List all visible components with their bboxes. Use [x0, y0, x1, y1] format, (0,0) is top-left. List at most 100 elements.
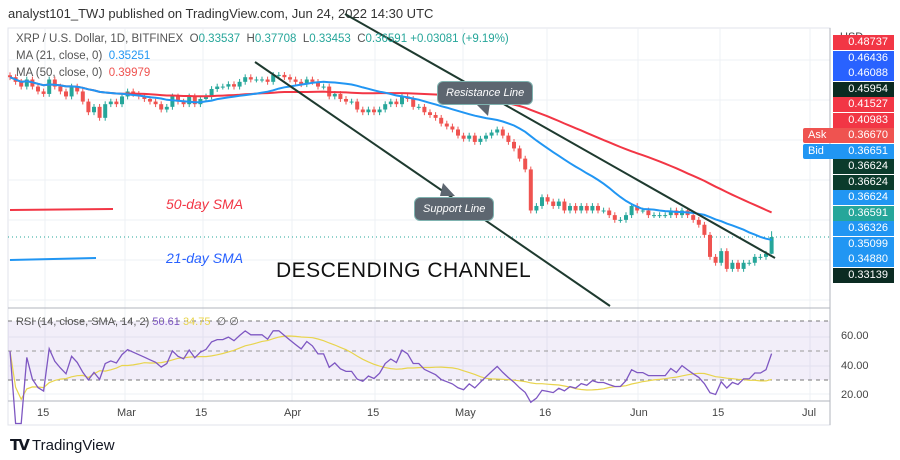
candle-body — [394, 101, 399, 105]
candle-body — [232, 84, 236, 87]
change-value: +0.03081 (+9.19%) — [410, 33, 509, 45]
candle-body — [562, 201, 567, 211]
candle-body — [344, 98, 348, 102]
sma21-annotation: 21-day SMA — [166, 250, 244, 266]
candle-body — [209, 88, 214, 97]
candle-body — [114, 101, 119, 105]
rsi-tick: 60.00 — [841, 330, 869, 342]
price-label: 0.36651 — [833, 143, 894, 159]
candle-body — [69, 86, 74, 97]
candle-body — [758, 256, 763, 258]
candle-body — [92, 106, 96, 113]
candle-body — [192, 96, 197, 105]
candle-body — [444, 123, 449, 127]
candle-body — [47, 79, 52, 94]
candle-body — [293, 79, 298, 82]
brand-name: TradingView — [32, 437, 115, 454]
candle-body — [377, 109, 382, 113]
candle-body — [304, 79, 309, 85]
candle-body — [372, 109, 376, 113]
candle-body — [629, 205, 634, 216]
time-tick: 16 — [539, 407, 552, 419]
price-label: 0.36591 — [833, 205, 894, 221]
channel-annotation: DESCENDING CHANNEL — [276, 259, 532, 282]
time-tick: Jul — [802, 407, 817, 419]
candle-body — [164, 106, 169, 110]
candle-body — [708, 234, 712, 257]
resistance-callout[interactable]: Resistance Line — [437, 81, 534, 105]
rsi-tick: 40.00 — [841, 360, 869, 372]
price-label: 0.36624 — [833, 159, 894, 174]
candle-body — [663, 215, 668, 217]
ma50-label: MA (50, close, 0) — [16, 67, 103, 79]
candle-body — [489, 132, 494, 136]
candle-body — [170, 96, 175, 107]
rsi-legend[interactable]: RSI (14, close, SMA, 14, 2) 50.61 34.75 … — [16, 315, 239, 328]
resistance-trend-line[interactable] — [344, 13, 776, 259]
candle-body — [450, 126, 455, 130]
symbol-legend[interactable]: XRP / U.S. Dollar, 1D, BITFINEX O0.33537… — [16, 33, 509, 45]
candle-body — [181, 101, 186, 105]
candle-body — [534, 205, 539, 211]
close-value: 0.36591 — [365, 33, 408, 45]
candle-body — [215, 86, 220, 89]
time-tick: Mar — [117, 407, 136, 419]
rsi-sma-line — [9, 335, 772, 401]
candle-body — [624, 215, 628, 220]
candle-body — [512, 141, 516, 149]
candle-body — [719, 251, 724, 263]
candle-body — [584, 205, 589, 211]
candle-body — [282, 74, 287, 78]
candle-body — [80, 91, 85, 102]
candle-body — [540, 197, 544, 206]
time-tick: 15 — [367, 407, 380, 419]
candle-body — [596, 205, 600, 211]
publish-info: analyst101_TWJ published on TradingView.… — [8, 6, 434, 21]
support-callout[interactable]: Support Line — [414, 197, 495, 221]
support-trend-line[interactable] — [254, 61, 611, 307]
candle-body — [472, 135, 477, 142]
ma21-legend[interactable]: MA (21, close, 0) 0.35251 — [16, 50, 150, 62]
candles — [8, 72, 774, 272]
tradingview-logo[interactable]: 𝗧𝗩 TradingView — [10, 436, 115, 454]
candle-body — [702, 224, 707, 235]
open-label: O — [189, 33, 199, 45]
candle-body — [769, 237, 774, 254]
candle-body — [276, 74, 281, 76]
open-value: 0.33537 — [198, 33, 241, 45]
candle-body — [747, 262, 752, 264]
price-label: 0.36624 — [833, 190, 894, 205]
candle-body — [568, 205, 572, 211]
candle-body — [153, 101, 158, 105]
candle-body — [64, 91, 68, 97]
price-label: 0.41527 — [833, 97, 894, 112]
candle-body — [226, 84, 231, 87]
rsi-tick: 20.00 — [841, 389, 869, 401]
candle-body — [528, 169, 533, 211]
sma50-legend-line — [9, 208, 114, 211]
candle-body — [416, 106, 421, 108]
high-label: H — [246, 33, 255, 45]
candle-body — [612, 215, 617, 220]
time-tick: Apr — [284, 407, 302, 419]
rsi-label: RSI (14, close, SMA, 14, 2) — [16, 316, 150, 328]
candle-body — [204, 96, 208, 99]
candle-body — [640, 210, 645, 212]
price-label: 0.36326 — [833, 221, 894, 236]
time-tick: May — [455, 407, 476, 419]
rsi-value: 50.61 — [152, 316, 180, 328]
time-tick: 15 — [37, 407, 50, 419]
candle-body — [187, 96, 192, 105]
candle-body — [24, 79, 29, 87]
high-value: 0.37708 — [254, 33, 297, 45]
candle-body — [652, 215, 656, 217]
candle-body — [243, 77, 248, 82]
ma50-legend[interactable]: MA (50, close, 0) 0.39979 — [16, 67, 150, 79]
price-label: 0.34880 — [833, 252, 894, 267]
candle-body — [19, 81, 24, 87]
low-value: 0.33453 — [309, 33, 351, 45]
candle-body — [523, 158, 528, 170]
candle-body — [601, 210, 606, 212]
